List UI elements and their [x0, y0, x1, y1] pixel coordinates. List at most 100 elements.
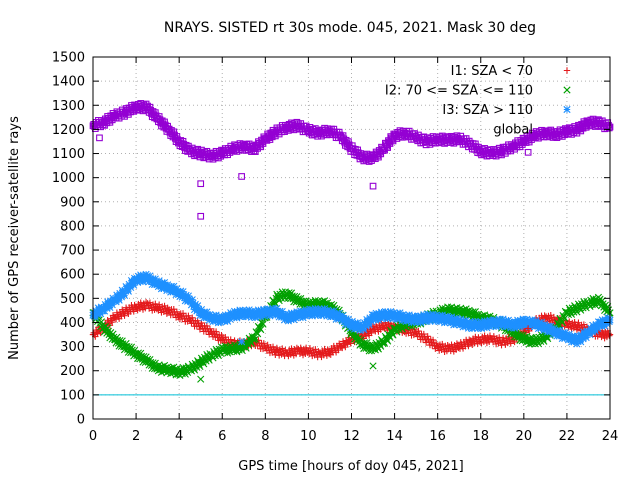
- trace-point: [181, 297, 189, 305]
- trace-point: [405, 311, 413, 319]
- trace-point: [254, 306, 262, 314]
- x-tick-label: 4: [175, 429, 183, 444]
- trace-point: [424, 312, 433, 321]
- trace-point: [437, 317, 446, 325]
- trace-point: [354, 321, 363, 329]
- trace-point: [504, 316, 513, 324]
- trace-point: [467, 320, 475, 328]
- trace-point: [321, 307, 329, 315]
- trace-point: [227, 336, 234, 343]
- trace-point: [502, 317, 510, 325]
- trace-point: [386, 333, 394, 341]
- y-tick-label: 600: [60, 268, 85, 283]
- trace-point: [479, 321, 487, 329]
- trace-point: [605, 124, 613, 132]
- trace-point: [116, 289, 124, 298]
- trace-point: [446, 316, 454, 324]
- trace-point: [94, 304, 102, 312]
- trace-point: [494, 321, 503, 329]
- legend-label: I1: SZA < 70: [451, 64, 533, 79]
- trace-point: [136, 277, 144, 285]
- trace-point: [135, 275, 143, 283]
- trace-point: [462, 316, 470, 325]
- trace-point: [251, 313, 259, 322]
- trace-point: [468, 324, 476, 333]
- trace-point: [389, 331, 397, 339]
- trace-point: [469, 318, 477, 327]
- trace-point: [580, 328, 588, 336]
- x-tick-label: 18: [472, 429, 489, 444]
- trace-point: [113, 291, 121, 299]
- trace-point: [360, 319, 369, 327]
- trace-point: [319, 308, 327, 316]
- trace-point: [397, 314, 406, 322]
- x-tick-label: 24: [602, 429, 619, 444]
- trace-point: [389, 315, 397, 323]
- outlier-point: [197, 180, 205, 188]
- trace-point: [117, 293, 126, 301]
- outlier-point: [238, 338, 246, 346]
- trace-point: [104, 298, 112, 306]
- trace-point: [194, 302, 202, 310]
- trace-point: [453, 314, 461, 322]
- trace-point: [214, 319, 222, 327]
- trace-point: [244, 312, 252, 320]
- outliers: [96, 134, 532, 383]
- trace-point: [580, 298, 588, 306]
- trace-point: [347, 340, 354, 347]
- trace-point: [142, 298, 150, 306]
- trace-point: [456, 321, 464, 329]
- trace-point: [380, 339, 389, 347]
- trace-point: [525, 323, 533, 331]
- trace-point: [606, 332, 613, 339]
- trace-point: [484, 318, 492, 326]
- trace-point: [120, 291, 129, 299]
- trace-point: [501, 320, 509, 328]
- data-point: [455, 318, 463, 327]
- trace-point: [457, 318, 466, 326]
- trace-point: [526, 317, 534, 325]
- trace-point: [260, 305, 268, 313]
- x-tick-label: 16: [429, 429, 446, 444]
- trace-point: [155, 277, 163, 285]
- trace-point: [573, 340, 581, 348]
- trace-point: [124, 287, 132, 295]
- trace-point: [138, 275, 146, 284]
- trace-point: [429, 336, 437, 344]
- trace-point: [140, 272, 148, 280]
- trace-point: [540, 326, 548, 334]
- trace-point: [212, 328, 220, 335]
- trace-point: [278, 288, 286, 296]
- chart-title: NRAYS. SISTED rt 30s mode. 045, 2021. Ma…: [164, 20, 536, 36]
- trace-point: [441, 319, 449, 327]
- trace-point: [551, 327, 559, 336]
- trace-point: [260, 340, 267, 347]
- trace-point: [112, 298, 120, 306]
- x-tick-label: 12: [343, 429, 360, 444]
- trace-point: [134, 272, 142, 280]
- trace-point: [458, 320, 466, 328]
- trace-point: [119, 288, 127, 296]
- trace-point: [406, 313, 414, 322]
- trace-point: [394, 312, 403, 320]
- legend-marker: [563, 86, 571, 94]
- trace-point: [459, 323, 467, 331]
- trace-point: [361, 320, 369, 329]
- trace-point: [393, 315, 401, 323]
- trace-point: [257, 313, 265, 321]
- trace-point: [500, 318, 508, 326]
- trace-point: [259, 320, 267, 328]
- legend-marker: [563, 67, 571, 74]
- x-tick-label: 20: [516, 429, 533, 444]
- trace-point: [350, 323, 358, 331]
- grid: [93, 57, 610, 419]
- y-ticks: 0 100 200 300 400 500 600 700 800 900 1000 1100 1200…: [52, 51, 610, 428]
- trace-point: [407, 319, 416, 327]
- legend-marker: [563, 105, 571, 114]
- trace-point: [318, 305, 326, 314]
- trace-point: [465, 342, 472, 350]
- data-point: [595, 321, 603, 329]
- trace-point: [151, 275, 159, 283]
- y-tick-label: 500: [60, 292, 85, 307]
- y-tick-label: 800: [60, 219, 85, 234]
